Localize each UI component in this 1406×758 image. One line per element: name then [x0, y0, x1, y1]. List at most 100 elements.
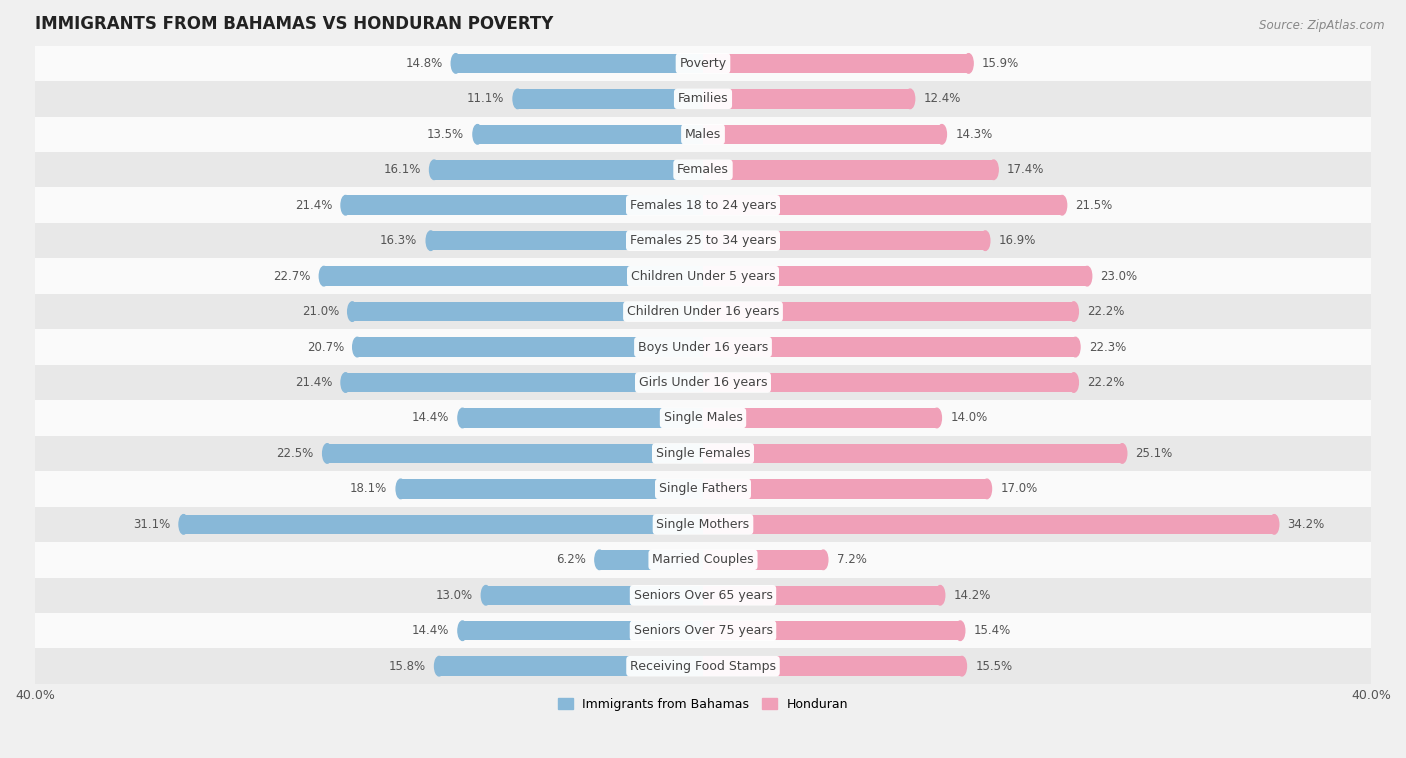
Bar: [35, 45, 1371, 81]
Text: 14.4%: 14.4%: [412, 625, 449, 637]
Bar: [35, 436, 1371, 471]
Bar: [346, 373, 703, 393]
Bar: [703, 196, 1062, 215]
Text: 21.0%: 21.0%: [302, 305, 339, 318]
Bar: [703, 409, 936, 428]
Text: Males: Males: [685, 128, 721, 141]
Text: Married Couples: Married Couples: [652, 553, 754, 566]
Circle shape: [179, 515, 188, 534]
Bar: [323, 266, 703, 286]
Text: Children Under 5 years: Children Under 5 years: [631, 270, 775, 283]
Circle shape: [965, 54, 973, 73]
Text: 31.1%: 31.1%: [134, 518, 170, 531]
Bar: [703, 54, 969, 73]
Bar: [35, 223, 1371, 258]
Circle shape: [1270, 515, 1279, 534]
Text: Females 18 to 24 years: Females 18 to 24 years: [630, 199, 776, 211]
Bar: [486, 585, 703, 605]
Circle shape: [342, 196, 350, 215]
Circle shape: [905, 89, 915, 108]
Circle shape: [1069, 373, 1078, 393]
Bar: [346, 196, 703, 215]
Text: Receiving Food Stamps: Receiving Food Stamps: [630, 659, 776, 672]
Circle shape: [983, 479, 991, 499]
Text: 14.4%: 14.4%: [412, 412, 449, 424]
Bar: [703, 124, 942, 144]
Text: Seniors Over 65 years: Seniors Over 65 years: [634, 589, 772, 602]
Bar: [703, 231, 986, 250]
Bar: [434, 160, 703, 180]
Bar: [703, 89, 910, 108]
Bar: [703, 656, 962, 676]
Bar: [35, 187, 1371, 223]
Circle shape: [434, 656, 444, 676]
Text: Boys Under 16 years: Boys Under 16 years: [638, 340, 768, 353]
Text: 15.5%: 15.5%: [976, 659, 1012, 672]
Bar: [703, 160, 994, 180]
Text: Girls Under 16 years: Girls Under 16 years: [638, 376, 768, 389]
Text: 17.0%: 17.0%: [1000, 482, 1038, 496]
Text: Poverty: Poverty: [679, 57, 727, 70]
Circle shape: [956, 621, 965, 641]
Circle shape: [429, 160, 439, 180]
Circle shape: [458, 621, 467, 641]
Text: Females 25 to 34 years: Females 25 to 34 years: [630, 234, 776, 247]
Text: Source: ZipAtlas.com: Source: ZipAtlas.com: [1260, 19, 1385, 32]
Circle shape: [472, 124, 482, 144]
Circle shape: [353, 337, 361, 357]
Text: 7.2%: 7.2%: [837, 553, 866, 566]
Bar: [703, 266, 1087, 286]
Circle shape: [513, 89, 522, 108]
Bar: [35, 506, 1371, 542]
Bar: [703, 337, 1076, 357]
Bar: [599, 550, 703, 569]
Bar: [35, 613, 1371, 648]
Text: 14.0%: 14.0%: [950, 412, 987, 424]
Text: Females: Females: [678, 163, 728, 177]
Bar: [35, 648, 1371, 684]
Bar: [703, 585, 941, 605]
Circle shape: [481, 585, 491, 605]
Text: 23.0%: 23.0%: [1101, 270, 1137, 283]
Text: 22.2%: 22.2%: [1087, 305, 1125, 318]
Text: Families: Families: [678, 92, 728, 105]
Bar: [439, 656, 703, 676]
Circle shape: [595, 550, 605, 569]
Circle shape: [1118, 443, 1126, 463]
Bar: [353, 302, 703, 321]
Bar: [35, 400, 1371, 436]
Circle shape: [980, 231, 990, 250]
Bar: [35, 117, 1371, 152]
Text: 25.1%: 25.1%: [1136, 447, 1173, 460]
Bar: [35, 542, 1371, 578]
Text: 15.8%: 15.8%: [388, 659, 426, 672]
Text: 11.1%: 11.1%: [467, 92, 505, 105]
Circle shape: [932, 409, 942, 428]
Bar: [35, 81, 1371, 117]
Bar: [35, 329, 1371, 365]
Bar: [430, 231, 703, 250]
Circle shape: [458, 409, 467, 428]
Bar: [184, 515, 703, 534]
Bar: [35, 258, 1371, 294]
Text: 17.4%: 17.4%: [1007, 163, 1045, 177]
Bar: [703, 621, 960, 641]
Bar: [35, 471, 1371, 506]
Text: IMMIGRANTS FROM BAHAMAS VS HONDURAN POVERTY: IMMIGRANTS FROM BAHAMAS VS HONDURAN POVE…: [35, 15, 554, 33]
Bar: [703, 515, 1274, 534]
Text: 14.8%: 14.8%: [405, 57, 443, 70]
Circle shape: [322, 443, 332, 463]
Text: 16.3%: 16.3%: [380, 234, 418, 247]
Text: Children Under 16 years: Children Under 16 years: [627, 305, 779, 318]
Circle shape: [938, 124, 946, 144]
Circle shape: [451, 54, 460, 73]
Bar: [463, 409, 703, 428]
Bar: [703, 302, 1074, 321]
Bar: [478, 124, 703, 144]
Text: 16.1%: 16.1%: [384, 163, 420, 177]
Text: 6.2%: 6.2%: [557, 553, 586, 566]
Text: 15.4%: 15.4%: [973, 625, 1011, 637]
Text: 21.5%: 21.5%: [1076, 199, 1112, 211]
Text: 22.2%: 22.2%: [1087, 376, 1125, 389]
Circle shape: [988, 160, 998, 180]
